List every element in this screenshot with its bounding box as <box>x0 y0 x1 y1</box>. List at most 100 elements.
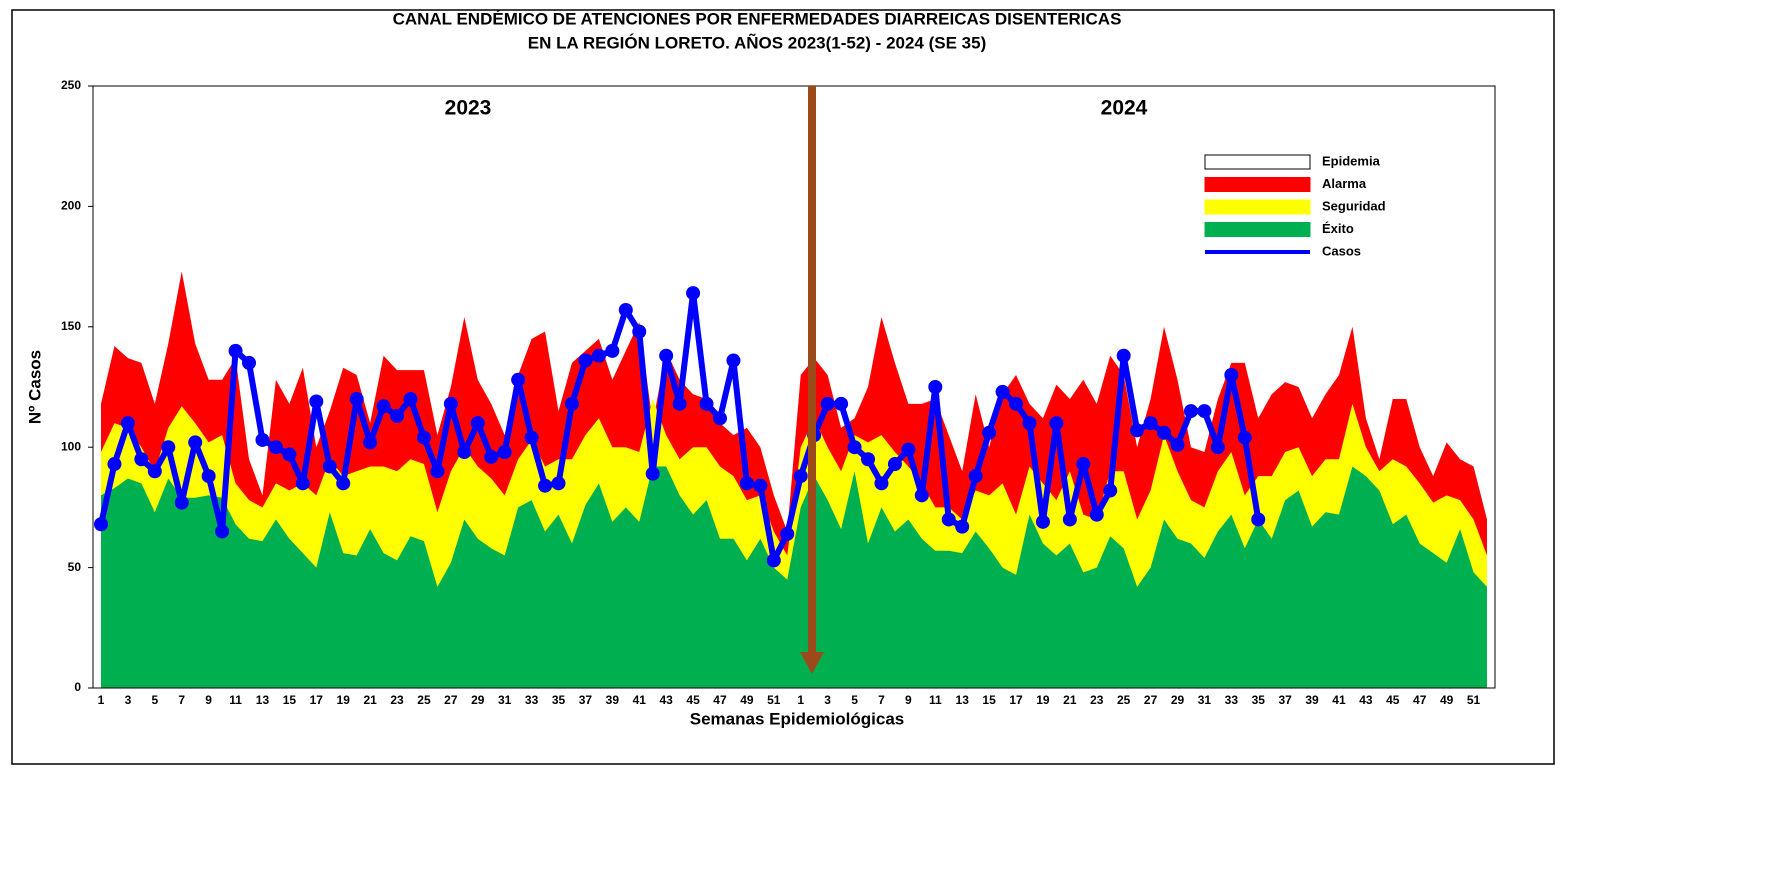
marker <box>242 355 257 370</box>
marker <box>497 445 512 460</box>
marker <box>1183 404 1198 419</box>
x-tick-label: 33 <box>525 693 539 707</box>
x-tick-label: 5 <box>151 693 158 707</box>
marker <box>1089 507 1104 522</box>
marker <box>1170 437 1185 452</box>
marker <box>605 343 620 358</box>
x-tick-label: 37 <box>579 693 593 707</box>
marker <box>793 469 808 484</box>
marker <box>712 411 727 426</box>
x-tick-label: 13 <box>256 693 270 707</box>
legend: Epidemia Alarma Seguridad Éxito Casos <box>1204 153 1386 258</box>
marker <box>268 440 283 455</box>
marker <box>1076 457 1091 472</box>
x-tick-label: 9 <box>905 693 912 707</box>
marker <box>887 457 902 472</box>
marker <box>322 459 337 474</box>
x-tick-label: 27 <box>1144 693 1158 707</box>
area <box>101 466 1487 688</box>
marker <box>282 447 297 462</box>
marker <box>309 394 324 409</box>
marker <box>94 517 108 532</box>
x-tick-label: 47 <box>1413 693 1427 707</box>
x-tick-label: 51 <box>767 693 781 707</box>
marker <box>1197 404 1212 419</box>
x-tick-label: 45 <box>1386 693 1400 707</box>
marker <box>753 478 768 493</box>
y-axis-label: Nº Casos <box>25 350 44 424</box>
legend-swatch <box>1204 154 1311 170</box>
year-label: 2023 <box>445 97 492 120</box>
marker <box>215 524 230 539</box>
marker <box>255 432 270 447</box>
x-tick-label: 7 <box>878 693 885 707</box>
marker <box>699 396 714 411</box>
marker <box>1157 425 1172 440</box>
x-tick-label: 29 <box>1171 693 1185 707</box>
marker <box>430 464 445 479</box>
x-tick-label: 15 <box>982 693 996 707</box>
x-tick-label: 19 <box>1036 693 1050 707</box>
x-tick-label: 23 <box>1090 693 1104 707</box>
marker <box>847 440 862 455</box>
legend-swatch <box>1204 222 1311 237</box>
marker <box>363 435 378 450</box>
marker <box>659 348 674 363</box>
x-tick-label: 23 <box>390 693 404 707</box>
marker <box>295 476 310 491</box>
marker <box>1210 440 1225 455</box>
x-tick-label: 1 <box>98 693 105 707</box>
x-tick-label: 3 <box>824 693 831 707</box>
chart-title: CANAL ENDÉMICO DE ATENCIONES POR ENFERME… <box>393 9 1122 28</box>
marker <box>564 396 579 411</box>
x-tick-label: 31 <box>1198 693 1212 707</box>
y-tick-label: 250 <box>61 78 81 92</box>
x-tick-label: 17 <box>310 693 324 707</box>
marker <box>376 399 391 414</box>
x-tick-label: 51 <box>1467 693 1481 707</box>
x-tick-label: 43 <box>1359 693 1373 707</box>
marker <box>1251 512 1266 527</box>
x-tick-label: 5 <box>851 693 858 707</box>
marker <box>672 396 687 411</box>
marker <box>1062 512 1077 527</box>
marker <box>645 466 660 481</box>
x-tick-label: 45 <box>686 693 700 707</box>
marker <box>416 430 431 445</box>
plot-frame <box>92 85 1496 689</box>
marker <box>228 343 243 358</box>
legend-swatch <box>1204 177 1311 192</box>
marker <box>147 464 162 479</box>
x-tick-label: 47 <box>713 693 727 707</box>
x-tick-label: 25 <box>417 693 431 707</box>
x-tick-label: 29 <box>471 693 485 707</box>
marker <box>201 469 216 484</box>
marker <box>403 392 418 407</box>
x-tick-label: 21 <box>1063 693 1077 707</box>
marker <box>524 430 539 445</box>
marker <box>780 526 795 541</box>
marker <box>726 353 741 368</box>
x-tick-label: 25 <box>1117 693 1131 707</box>
legend-label: Éxito <box>1322 221 1354 236</box>
marker <box>390 408 405 423</box>
x-tick-label: 43 <box>659 693 673 707</box>
marker <box>591 348 606 363</box>
marker <box>820 396 835 411</box>
marker <box>443 396 458 411</box>
marker <box>982 425 997 440</box>
marker <box>1103 483 1118 498</box>
marker <box>874 476 889 491</box>
marker <box>632 324 647 339</box>
marker <box>1035 514 1050 529</box>
marker <box>470 416 485 431</box>
marker <box>834 396 849 411</box>
marker <box>120 416 135 431</box>
y-tick-label: 50 <box>68 560 82 574</box>
x-tick-label: 35 <box>1252 693 1266 707</box>
y-tick-label: 100 <box>61 439 81 453</box>
x-tick-label: 21 <box>363 693 377 707</box>
marker <box>861 452 876 467</box>
x-tick-label: 41 <box>1332 693 1346 707</box>
